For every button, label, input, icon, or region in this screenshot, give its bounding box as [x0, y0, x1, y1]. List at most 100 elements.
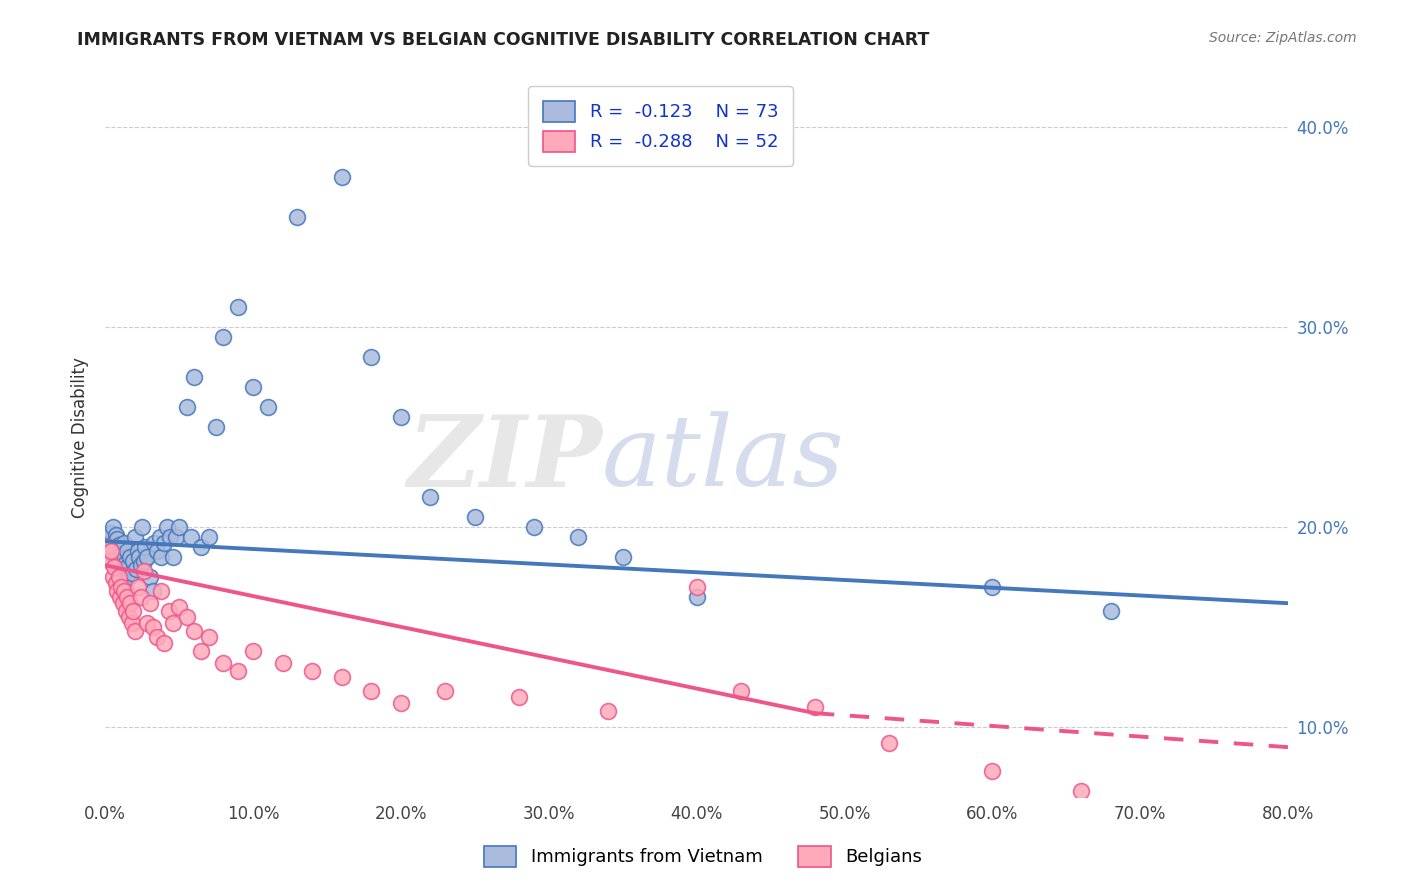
Point — [162, 616, 184, 631]
Point — [131, 520, 153, 534]
Point — [124, 624, 146, 639]
Point — [115, 604, 138, 618]
Point — [197, 630, 219, 644]
Point — [105, 560, 128, 574]
Point — [141, 584, 163, 599]
Point — [360, 351, 382, 365]
Point — [120, 596, 142, 610]
Point — [567, 530, 589, 544]
Point — [129, 591, 152, 605]
Point — [115, 584, 138, 599]
Point — [730, 684, 752, 698]
Point — [146, 630, 169, 644]
Point — [153, 536, 176, 550]
Point — [271, 656, 294, 670]
Point — [105, 584, 128, 599]
Point — [107, 570, 129, 584]
Point — [143, 536, 166, 550]
Point — [176, 610, 198, 624]
Point — [97, 541, 120, 555]
Point — [190, 541, 212, 555]
Point — [149, 530, 172, 544]
Point — [612, 550, 634, 565]
Point — [118, 610, 141, 624]
Point — [330, 670, 353, 684]
Point — [127, 544, 149, 558]
Legend: Immigrants from Vietnam, Belgians: Immigrants from Vietnam, Belgians — [477, 838, 929, 874]
Point — [110, 548, 132, 562]
Point — [434, 684, 457, 698]
Point — [100, 526, 122, 541]
Point — [242, 380, 264, 394]
Text: ZIP: ZIP — [406, 410, 602, 508]
Point — [153, 636, 176, 650]
Point — [150, 584, 173, 599]
Point — [159, 530, 181, 544]
Point — [156, 520, 179, 534]
Point — [120, 550, 142, 565]
Point — [117, 560, 139, 574]
Point — [103, 550, 125, 565]
Point — [117, 544, 139, 558]
Point — [981, 580, 1004, 594]
Point — [104, 576, 127, 591]
Point — [596, 704, 619, 718]
Point — [981, 764, 1004, 779]
Point — [104, 528, 127, 542]
Point — [167, 520, 190, 534]
Point — [103, 560, 125, 574]
Point — [101, 520, 124, 534]
Point — [135, 550, 157, 565]
Point — [97, 534, 120, 549]
Point — [108, 568, 131, 582]
Point — [124, 530, 146, 544]
Point — [523, 520, 546, 534]
Point — [180, 530, 202, 544]
Point — [301, 664, 323, 678]
Point — [138, 570, 160, 584]
Point — [226, 664, 249, 678]
Point — [183, 624, 205, 639]
Text: Source: ZipAtlas.com: Source: ZipAtlas.com — [1209, 31, 1357, 45]
Point — [877, 736, 900, 750]
Point — [1070, 784, 1092, 798]
Point — [165, 530, 187, 544]
Point — [330, 170, 353, 185]
Point — [128, 550, 150, 565]
Point — [108, 542, 131, 557]
Point — [107, 564, 129, 578]
Point — [103, 536, 125, 550]
Point — [685, 591, 707, 605]
Point — [150, 550, 173, 565]
Point — [98, 554, 121, 568]
Point — [132, 554, 155, 568]
Point — [190, 644, 212, 658]
Point — [197, 530, 219, 544]
Point — [226, 301, 249, 315]
Point — [157, 604, 180, 618]
Point — [117, 591, 139, 605]
Point — [205, 420, 228, 434]
Point — [146, 544, 169, 558]
Point — [804, 700, 827, 714]
Legend: R =  -0.123    N = 73, R =  -0.288    N = 52: R = -0.123 N = 73, R = -0.288 N = 52 — [529, 87, 793, 166]
Point — [389, 410, 412, 425]
Point — [125, 562, 148, 576]
Point — [464, 510, 486, 524]
Point — [129, 558, 152, 573]
Y-axis label: Cognitive Disability: Cognitive Disability — [72, 357, 89, 517]
Point — [257, 401, 280, 415]
Point — [100, 544, 122, 558]
Point — [389, 696, 412, 710]
Point — [419, 490, 441, 504]
Point — [111, 576, 134, 591]
Point — [104, 554, 127, 568]
Point — [110, 572, 132, 586]
Point — [108, 591, 131, 605]
Text: IMMIGRANTS FROM VIETNAM VS BELGIAN COGNITIVE DISABILITY CORRELATION CHART: IMMIGRANTS FROM VIETNAM VS BELGIAN COGNI… — [77, 31, 929, 49]
Point — [242, 644, 264, 658]
Point — [111, 552, 134, 566]
Point — [176, 401, 198, 415]
Point — [121, 566, 143, 581]
Point — [110, 580, 132, 594]
